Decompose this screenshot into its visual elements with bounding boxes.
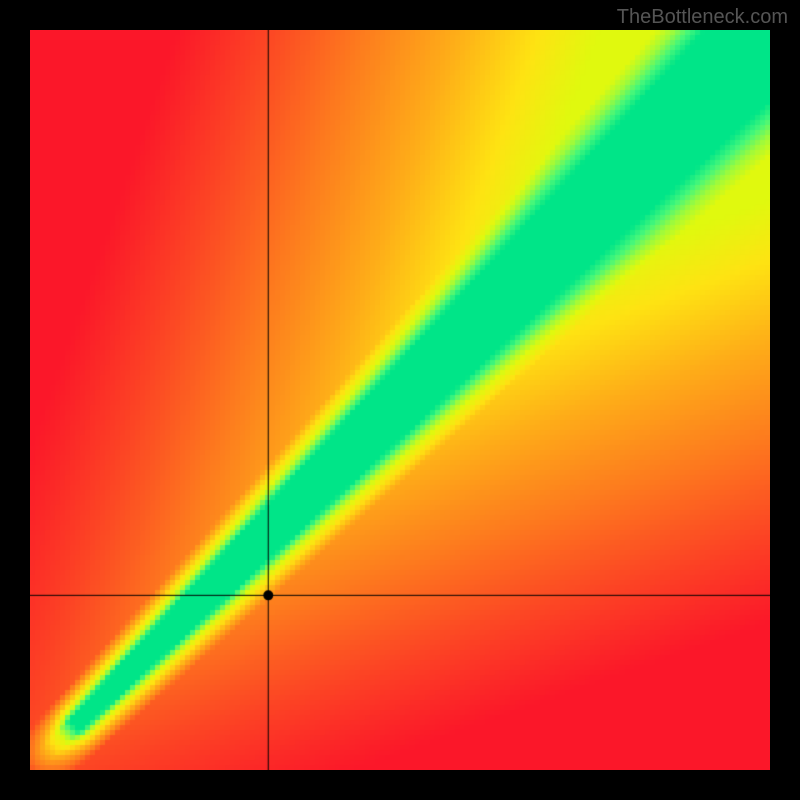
watermark-text: TheBottleneck.com [617, 6, 788, 29]
heatmap-plot [30, 30, 770, 770]
heatmap-canvas [30, 30, 770, 770]
